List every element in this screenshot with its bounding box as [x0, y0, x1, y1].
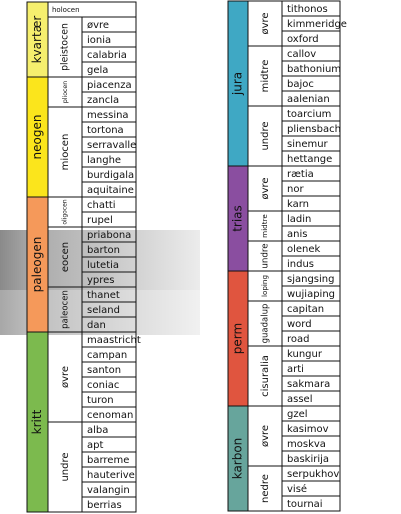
stage-label: kasimov [287, 424, 329, 435]
stage-label: kimmeridge [287, 19, 347, 30]
stage-label: gela [87, 65, 108, 76]
stage-label: bathonium [287, 64, 341, 75]
epoch-label: undre [261, 243, 271, 268]
epoch-label: oligocen [62, 199, 69, 224]
stage-label: barton [87, 245, 120, 256]
stage-label: dan [87, 320, 106, 331]
stage-label: moskva [287, 439, 326, 450]
stage-label: langhe [87, 155, 121, 166]
stage-label: aquitaine [87, 185, 134, 196]
stage-label: olenek [287, 244, 321, 255]
period-label: kvartær [30, 16, 44, 64]
stage-label: kungur [287, 349, 323, 360]
stage-label: pliensbach [287, 124, 341, 135]
stage-label: øvre [87, 20, 109, 31]
stage-label: berrias [87, 500, 122, 511]
period-label: jura [231, 72, 245, 96]
stage-label: tortona [87, 125, 124, 136]
stage-cell [81, 496, 137, 513]
epoch-label: øvre [260, 12, 271, 34]
stage-label: zancla [87, 95, 119, 106]
stage-label: valangin [87, 485, 130, 496]
stage-label: anis [287, 229, 307, 240]
stage-label: barreme [87, 455, 129, 466]
period-label: trias [231, 205, 245, 232]
stage-label: priabona [87, 230, 131, 241]
epoch-label: guadalup [261, 304, 271, 344]
stage-label: burdigala [87, 170, 134, 181]
stage-label: campan [87, 350, 127, 361]
epoch-label: holocen [52, 6, 80, 14]
stage-label: road [287, 334, 310, 345]
stage-label: gzel [287, 409, 308, 420]
stage-label: sakmara [287, 379, 330, 390]
stage-label: capitan [287, 304, 324, 315]
period-label: paleogen [30, 237, 44, 293]
stage-cell [281, 495, 341, 512]
stage-label: calabria [87, 50, 127, 61]
epoch-label: eocen [60, 242, 71, 272]
stage-label: nor [287, 184, 304, 195]
stage-label: thanet [87, 290, 120, 301]
stage-label: word [287, 319, 312, 330]
epoch-label: pliocen [62, 81, 69, 103]
stage-label: toarcium [287, 109, 331, 120]
stage-label: turon [87, 395, 114, 406]
epoch-label: miocen [60, 134, 71, 171]
stage-label: serpukhov [287, 469, 339, 480]
stage-label: messina [87, 110, 129, 121]
epoch-label: øvre [260, 177, 271, 199]
epoch-label: loping [260, 275, 269, 297]
period-label: neogen [30, 115, 44, 160]
stage-label: arti [287, 364, 304, 375]
stage-label: rætia [287, 169, 314, 180]
stage-label: hettange [287, 154, 332, 165]
stage-label: chatti [87, 200, 116, 211]
stage-label: rupel [87, 215, 113, 226]
epoch-label: cisuralia [260, 355, 271, 397]
stage-label: cenoman [87, 410, 133, 421]
stage-label: coniac [87, 380, 119, 391]
stage-label: assel [287, 394, 312, 405]
period-label: perm [231, 323, 245, 354]
stage-label: santon [87, 365, 121, 376]
stage-label: sinemur [287, 139, 329, 150]
stage-label: apt [87, 440, 103, 451]
epoch-label: midtre [260, 60, 271, 93]
stage-label: oxford [287, 34, 319, 45]
epoch-label: øvre [260, 425, 271, 447]
stage-label: alba [87, 425, 108, 436]
stage-label: serravalle [87, 140, 136, 151]
stage-label: ypres [87, 275, 115, 286]
stage-label: wujiaping [287, 289, 335, 300]
stage-label: sjangsing [287, 274, 334, 285]
epoch-label: paleocen [61, 290, 71, 329]
stage-label: tithonos [287, 4, 328, 15]
stage-label: indus [287, 259, 314, 270]
stage-label: ladin [287, 214, 311, 225]
epoch-label: midtre [260, 214, 269, 238]
epoch-label: undre [60, 452, 71, 481]
stage-label: visé [287, 483, 307, 495]
stage-label: tournai [287, 499, 323, 510]
epoch-label: pleistocen [60, 23, 71, 71]
stage-label: baskirija [287, 454, 329, 465]
epoch-label: øvre [60, 366, 71, 388]
stage-label: piacenza [87, 80, 132, 91]
stage-label: ionia [87, 35, 111, 46]
stage-label: maastricht [87, 335, 141, 346]
stage-label: lutetia [87, 260, 119, 271]
stage-label: bajoc [287, 79, 314, 90]
stage-label: hauterive [87, 470, 135, 481]
stage-label: aalenian [287, 94, 330, 105]
epoch-label: undre [260, 121, 271, 150]
stage-label: seland [87, 305, 120, 316]
stage-label: callov [287, 49, 316, 60]
stage-label: karn [287, 199, 309, 210]
epoch-label: nedre [260, 474, 271, 503]
period-label: karbon [231, 438, 245, 480]
period-label: kritt [30, 409, 44, 434]
